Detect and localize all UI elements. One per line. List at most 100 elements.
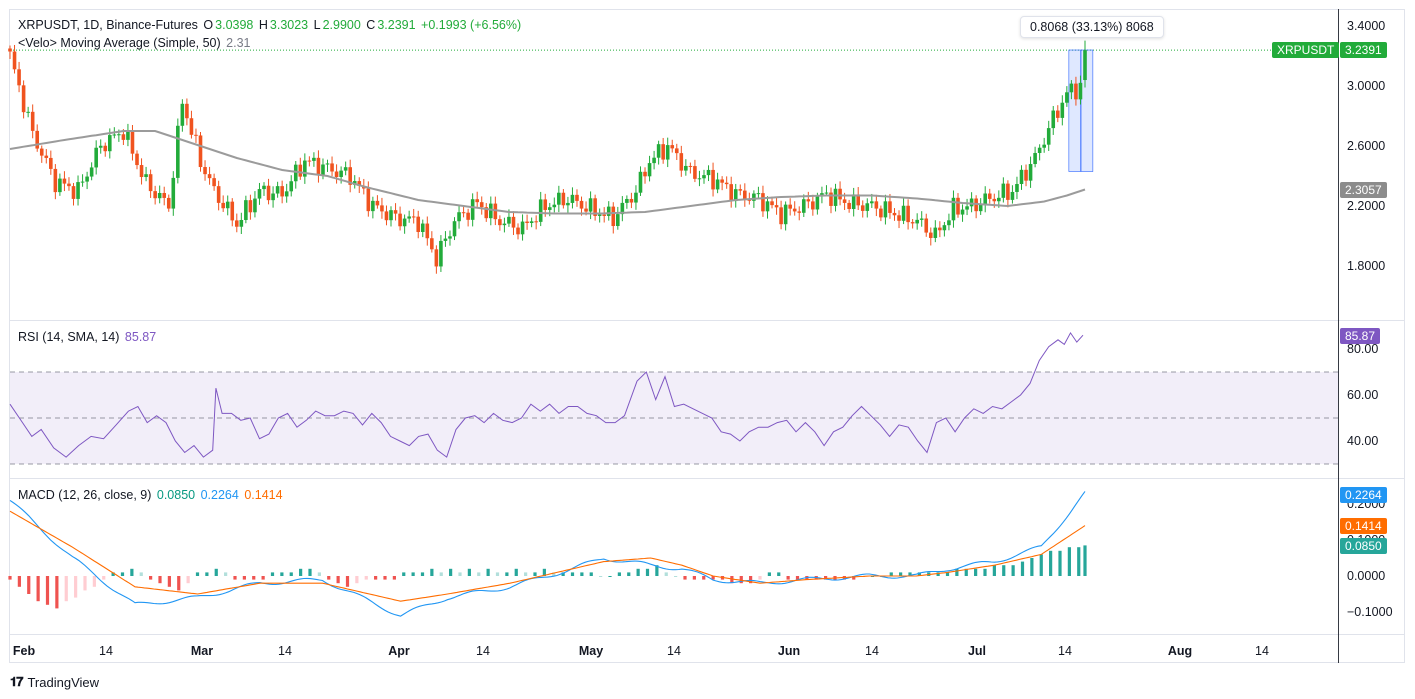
candle-body [1037, 147, 1042, 153]
macd-histogram-bar [702, 576, 706, 580]
macd-histogram-bar [767, 572, 771, 576]
candle-body [1083, 50, 1087, 81]
macd-histogram-bar [327, 576, 331, 580]
candle-body [166, 197, 171, 209]
macd-histogram-bar [355, 576, 359, 584]
candle-body [266, 185, 271, 201]
macd-histogram-bar [177, 576, 181, 591]
candle-body [21, 85, 26, 113]
candle-body [1006, 183, 1010, 200]
low-value: 2.9900 [322, 18, 361, 32]
candle-body [162, 192, 167, 198]
macd-histogram-bar [55, 576, 59, 609]
candle-body [1042, 144, 1046, 148]
low-label: L [313, 18, 321, 32]
macd-histogram-bar [74, 576, 78, 598]
macd-histogram-bar [533, 572, 537, 576]
macd-histogram-bar [242, 576, 246, 580]
candle-body [738, 189, 743, 191]
candle-body [393, 210, 398, 214]
high-value: 3.3023 [269, 18, 309, 32]
candle-body [611, 206, 616, 227]
candle-body [1028, 164, 1033, 181]
candle-body [153, 191, 157, 199]
macd-histogram-bar [589, 572, 593, 576]
candle-body [80, 181, 85, 183]
candle-body [888, 201, 892, 213]
candle-body [1046, 128, 1051, 145]
candle-body [298, 164, 303, 177]
macd-histogram-bar [992, 565, 996, 576]
candle-body [384, 211, 389, 221]
candle-body [693, 166, 697, 179]
candle-body [470, 199, 475, 220]
macd-histogram-bar [711, 576, 715, 580]
macd-histogram-bar [64, 576, 68, 602]
macd-histogram-bar [364, 576, 368, 580]
macd-histogram-bar [139, 572, 143, 576]
ma-legend[interactable]: <Velo> Moving Average (Simple, 50) 2.31 [18, 36, 253, 50]
macd-histogram-bar [195, 572, 200, 576]
macd-histogram-bar [777, 572, 781, 576]
candle-body [824, 192, 829, 194]
candle-body [212, 178, 216, 187]
price-axis-tick-label: 3.4000 [1347, 19, 1385, 33]
macd-histogram-bar [317, 572, 321, 576]
macd-legend-value-signal: 0.2264 [200, 488, 239, 502]
candle-body [416, 216, 421, 232]
candle-body [724, 182, 729, 185]
macd-histogram-bar [692, 576, 696, 580]
candle-body [1065, 92, 1069, 103]
candle-body [389, 210, 393, 221]
candle-body [135, 153, 139, 166]
macd-legend[interactable]: MACD (12, 26, close, 9) 0.0850 0.2264 0.… [18, 488, 285, 502]
time-axis-tick-label: Jun [778, 644, 800, 658]
pane-separator-macd [9, 478, 1405, 479]
candle-body [121, 134, 126, 140]
candle-body [865, 203, 870, 211]
candle-body [797, 211, 802, 213]
candle-body [688, 165, 693, 167]
macd-histogram-bar [514, 568, 518, 576]
candle-body [938, 227, 942, 231]
high-label: H [258, 18, 268, 32]
candle-body [811, 201, 815, 210]
candle-body [620, 202, 625, 215]
rsi-legend[interactable]: RSI (14, SMA, 14) 85.87 [18, 330, 158, 344]
open-value: 3.0398 [215, 18, 254, 32]
macd-histogram-bar [636, 568, 640, 576]
price-axis-separator [1338, 9, 1339, 663]
price-axis-tick-label: 2.2000 [1347, 199, 1385, 213]
candle-body [176, 125, 180, 178]
macd-histogram-bar [458, 572, 462, 576]
candle-body [339, 170, 343, 178]
candle-body [856, 194, 861, 206]
rsi-legend-value: 85.87 [124, 330, 157, 344]
candle-body [874, 201, 879, 209]
macd-histogram-bar [252, 576, 256, 580]
time-axis-tick-label: 14 [667, 644, 681, 658]
candle-body [960, 209, 965, 215]
macd-histogram-bar [1049, 550, 1053, 576]
macd-histogram-bar [111, 572, 115, 576]
macd-histogram-bar [374, 576, 378, 580]
macd-histogram-bar [1077, 547, 1081, 576]
header-legend: XRPUSDT, 1D, Binance-Futures O 3.0398 H 3.… [18, 18, 523, 32]
candle-body [860, 205, 865, 211]
candle-body [629, 198, 634, 203]
macd-histogram-bar [1058, 550, 1062, 576]
footer[interactable]: 𝟏𝟕 TradingView [10, 674, 99, 690]
candle-body [380, 205, 384, 212]
candle-body [978, 204, 983, 212]
candle-body [561, 192, 566, 206]
rsi-band-fill [10, 372, 1338, 464]
candle-body [1055, 110, 1060, 118]
candle-body [44, 155, 49, 158]
macd-histogram-bar [580, 572, 584, 576]
macd-histogram-bar [402, 572, 406, 576]
symbol-label[interactable]: XRPUSDT, 1D, Binance-Futures [18, 18, 198, 32]
time-axis-tick-label: May [579, 644, 603, 658]
candle-body [851, 194, 856, 209]
candle-body [234, 220, 239, 227]
